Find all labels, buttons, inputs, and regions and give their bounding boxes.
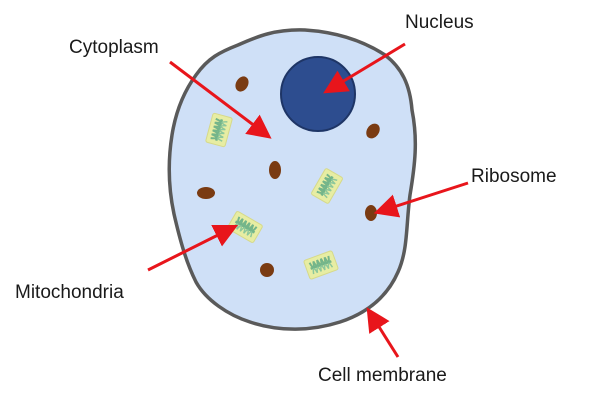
pointer-arrows <box>147 42 469 358</box>
cell-membrane-arrow <box>366 307 400 358</box>
ribosome <box>365 205 377 221</box>
ribosome <box>235 76 249 92</box>
cytoplasm-label: Cytoplasm <box>69 37 159 58</box>
cytoplasm-arrow <box>169 60 272 139</box>
ribosome <box>366 123 380 139</box>
mitochondria-arrow <box>147 224 239 272</box>
nucleus <box>280 56 356 132</box>
ribosome-arrow <box>373 181 469 218</box>
mitochondria-label: Mitochondria <box>15 282 124 303</box>
ribosome <box>269 161 281 179</box>
cell-membrane-label: Cell membrane <box>318 365 447 386</box>
nucleus-arrow <box>323 42 406 94</box>
ribosome <box>197 187 215 199</box>
nucleus-label: Nucleus <box>405 12 474 33</box>
ribosome <box>260 263 274 277</box>
ribosome-label: Ribosome <box>471 166 557 187</box>
